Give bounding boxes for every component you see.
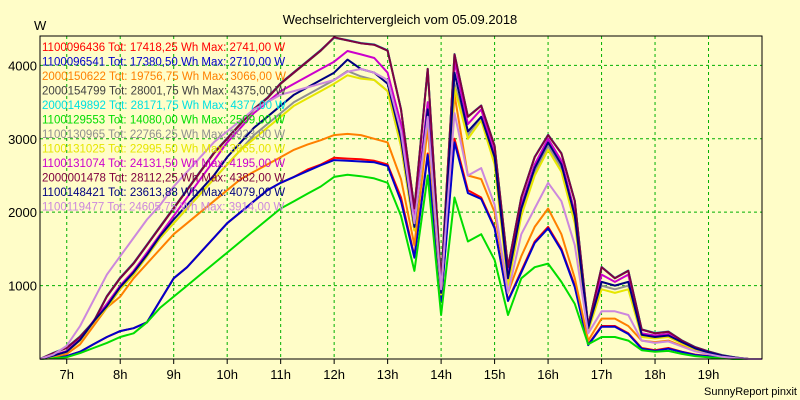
y-axis-label: W (34, 18, 47, 33)
x-tick-label: 8h (113, 367, 127, 382)
plot-frame (39, 35, 763, 360)
x-tick-label: 11h (270, 367, 291, 382)
series-line-1100129553 (39, 173, 762, 360)
legend-entry-1100130965: 1100130965 Tot: 22766,25 Wh Max: 3923,00… (42, 129, 285, 141)
x-tick-label: 9h (166, 367, 180, 382)
footer-credit: SunnyReport pinxit (704, 386, 797, 398)
x-tick-label: 13h (377, 367, 399, 382)
legend-entry-1100096541: 1100096541 Tot: 17380,50 Wh Max: 2710,00… (42, 57, 285, 69)
x-tick-label: 16h (537, 367, 559, 382)
legend: 1100096436 Tot: 17418,25 Wh Max: 2741,00… (42, 42, 286, 214)
legend-entry-2000150622: 2000150622 Tot: 19756,75 Wh Max: 3066,00… (42, 71, 286, 83)
series-line-1100131025 (39, 74, 762, 360)
y-tick-label: 3000 (8, 132, 37, 147)
series-line-2000001478 (39, 36, 762, 360)
legend-entry-2000154799: 2000154799 Tot: 28001,75 Wh Max: 4375,00… (42, 86, 286, 98)
series-line-1100119477 (39, 68, 762, 360)
legend-entry-1100096436: 1100096436 Tot: 17418,25 Wh Max: 2741,00… (42, 42, 285, 54)
axes: 1000 2000 3000 4000 7h 8h 9h 10h 11h 12h 13h 14h 15h… (8, 35, 763, 382)
legend-entry-2000149892: 2000149892 Tot: 28171,75 Wh Max: 4377,00… (42, 100, 286, 112)
x-tick-label: 15h (484, 367, 506, 382)
x-tick-label: 7h (60, 367, 74, 382)
series-lines (39, 36, 762, 360)
legend-entry-1100131025: 1100131025 Tot: 22995,50 Wh Max: 3865,00… (42, 144, 285, 156)
x-tick-label: 12h (323, 367, 345, 382)
x-tick-label: 19h (698, 367, 720, 382)
y-tick-label: 1000 (8, 279, 37, 294)
x-tick-label: 14h (430, 367, 452, 382)
legend-entry-1100131074: 1100131074 Tot: 24131,50 Wh Max: 4195,00… (42, 158, 285, 170)
y-tick-label: 2000 (8, 205, 37, 220)
series-line-1100096541 (39, 141, 762, 360)
legend-entry-2000001478: 2000001478 Tot: 28112,25 Wh Max: 4382,00… (42, 173, 285, 185)
chart-title: Wechselrichtervergleich vom 05.09.2018 (283, 12, 518, 27)
legend-entry-1100129553: 1100129553 Tot: 14080,00 Wh Max: 2509,00… (42, 115, 285, 127)
series-line-1100148421 (39, 58, 762, 360)
x-tick-label: 18h (644, 367, 666, 382)
x-tick-label: 10h (216, 367, 238, 382)
x-tick-label: 17h (591, 367, 613, 382)
y-tick-label: 4000 (8, 58, 37, 73)
legend-entry-1100119477: 1100119477 Tot: 24605,75 Wh Max: 3914,00… (42, 202, 284, 214)
legend-entry-1100148421: 1100148421 Tot: 23613,88 Wh Max: 4079,00… (42, 187, 285, 199)
